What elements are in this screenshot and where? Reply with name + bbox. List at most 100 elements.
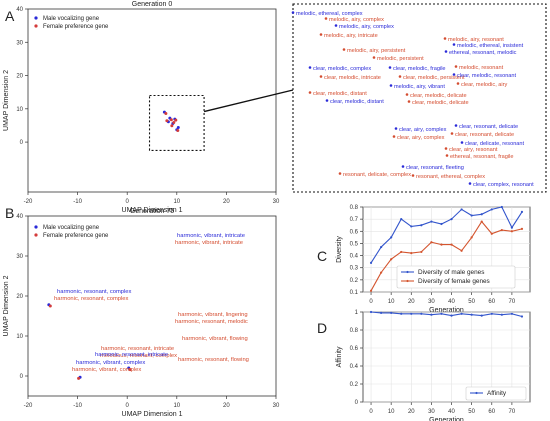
series-line bbox=[370, 311, 523, 318]
inset-trait-label: melodic, resonant bbox=[459, 65, 504, 71]
x-axis-label: Generation bbox=[429, 417, 464, 421]
inset-trait-label: resonant, ethereal, complex bbox=[416, 174, 485, 180]
y-tick-label: 0.3 bbox=[350, 266, 359, 272]
x-tick-label: 60 bbox=[488, 299, 495, 305]
legend-label: Affinity bbox=[487, 390, 507, 397]
legend-marker bbox=[34, 16, 38, 20]
y-tick-label: 20 bbox=[16, 74, 23, 80]
legend-label: Diversity of female genes bbox=[418, 278, 490, 285]
inset-point bbox=[450, 132, 454, 135]
inset-point bbox=[460, 141, 464, 144]
trait-annotation: harmonic, vibrant, intricate bbox=[175, 240, 243, 246]
series-point bbox=[410, 312, 413, 315]
data-point bbox=[170, 124, 174, 128]
panel-b-scatter: -20 -10 0 10 20 30 0 10 20 30 40 UMAP Dimension 1 UM… bbox=[3, 208, 280, 418]
panel-c-line-chart: 0 10 20 30 40 50 60 70 0.1 0.2 0.3 0.4 0.5 0.6 0.7 0.8 G… bbox=[336, 205, 531, 314]
series-point bbox=[470, 214, 473, 217]
inset-point bbox=[389, 84, 393, 87]
legend-marker bbox=[475, 391, 478, 395]
y-tick-label: 0.1 bbox=[350, 290, 359, 296]
x-axis-label: UMAP Dimension 1 bbox=[122, 411, 183, 418]
y-tick-label: 0 bbox=[20, 140, 24, 146]
x-tick-label: 20 bbox=[223, 199, 230, 205]
inset-point bbox=[454, 124, 458, 127]
y-axis-label: Diversity bbox=[336, 236, 343, 263]
x-tick-label: -20 bbox=[24, 199, 33, 205]
y-tick-label: 0.8 bbox=[350, 328, 359, 334]
inset-trait-label: clear, delicate, resonant bbox=[465, 141, 525, 147]
inset-point bbox=[411, 174, 415, 177]
inset-point bbox=[444, 147, 448, 150]
series-point bbox=[450, 314, 453, 317]
y-tick-label: 30 bbox=[16, 40, 23, 46]
trait-annotation: harmonic, vibrant, complex bbox=[72, 367, 141, 373]
series-point bbox=[480, 220, 483, 223]
inset-trait-label: resonant, delicate, complex bbox=[343, 172, 411, 178]
inset-trait-label: clear, melodic, fragile bbox=[393, 66, 446, 72]
inset-point bbox=[319, 33, 323, 36]
series-point bbox=[460, 312, 463, 315]
series-point bbox=[380, 311, 383, 314]
y-axis-label: UMAP Dimension 2 bbox=[3, 70, 10, 131]
data-point bbox=[164, 111, 168, 115]
y-tick-label: 0.4 bbox=[350, 254, 359, 260]
inset-point bbox=[308, 66, 312, 69]
y-tick-label: 0 bbox=[20, 374, 24, 380]
legend-box bbox=[465, 386, 527, 401]
x-tick-label: 50 bbox=[468, 409, 475, 415]
trait-annotation: harmonic, resonant, complex bbox=[54, 296, 129, 302]
x-tick-label: 20 bbox=[408, 409, 415, 415]
series-point bbox=[520, 210, 524, 213]
inset-trait-label: clear, resonant, delicate bbox=[455, 132, 514, 138]
inset-point bbox=[452, 73, 456, 76]
series-point bbox=[380, 271, 383, 274]
inset-point bbox=[334, 24, 338, 27]
series-point bbox=[420, 224, 423, 227]
data-point bbox=[172, 120, 176, 124]
series-point bbox=[430, 220, 433, 223]
x-tick-label: 70 bbox=[509, 299, 516, 305]
y-axis-label: Affinity bbox=[336, 346, 343, 367]
inset-trait-label: clear, melodic, distant bbox=[313, 91, 367, 97]
inset-point bbox=[372, 56, 376, 59]
y-tick-label: 0.6 bbox=[350, 346, 359, 352]
trait-annotation: harmonic, vibrant, complex bbox=[76, 360, 145, 366]
series-point bbox=[520, 315, 524, 318]
y-tick-label: 10 bbox=[16, 334, 23, 340]
inset-point bbox=[445, 154, 449, 157]
inset-trait-label: clear, airy, complex bbox=[397, 135, 445, 141]
series-point bbox=[400, 250, 403, 254]
inset-point bbox=[308, 91, 312, 94]
trait-annotation: harmonic, resonant, flowing bbox=[178, 357, 249, 363]
inset-point bbox=[394, 127, 398, 130]
series-point bbox=[410, 225, 413, 228]
x-tick-label: 0 bbox=[126, 403, 130, 409]
x-tick-label: 20 bbox=[223, 403, 230, 409]
series-point bbox=[450, 218, 453, 221]
inset-point bbox=[392, 135, 396, 138]
inset-point bbox=[443, 37, 447, 40]
series-point bbox=[390, 258, 393, 261]
series-point bbox=[420, 312, 423, 315]
inset-point bbox=[452, 43, 456, 46]
series-point bbox=[500, 313, 503, 316]
series-point bbox=[510, 230, 513, 233]
x-tick-label: 60 bbox=[488, 409, 495, 415]
inset-trait-label: melodic, ethereal, insistent bbox=[457, 43, 524, 49]
y-tick-label: 0.4 bbox=[350, 364, 359, 370]
x-tick-label: 30 bbox=[273, 199, 280, 205]
x-tick-label: 30 bbox=[273, 403, 280, 409]
series-point bbox=[490, 208, 493, 211]
series-point bbox=[510, 226, 513, 229]
inset-trait-label: ethereal, resonant, melodic bbox=[449, 50, 517, 56]
x-tick-label: 10 bbox=[388, 299, 395, 305]
inset-trait-label: melodic, persistent bbox=[377, 56, 424, 62]
inset-trait-label: clear, melodic, delicate bbox=[410, 93, 467, 99]
data-point bbox=[48, 304, 52, 308]
inset-point bbox=[291, 11, 295, 14]
series-point bbox=[470, 313, 473, 316]
x-tick-label: -10 bbox=[73, 403, 82, 409]
y-tick-label: 30 bbox=[16, 254, 23, 260]
x-tick-label: 40 bbox=[448, 299, 455, 305]
y-tick-label: 40 bbox=[16, 7, 23, 13]
